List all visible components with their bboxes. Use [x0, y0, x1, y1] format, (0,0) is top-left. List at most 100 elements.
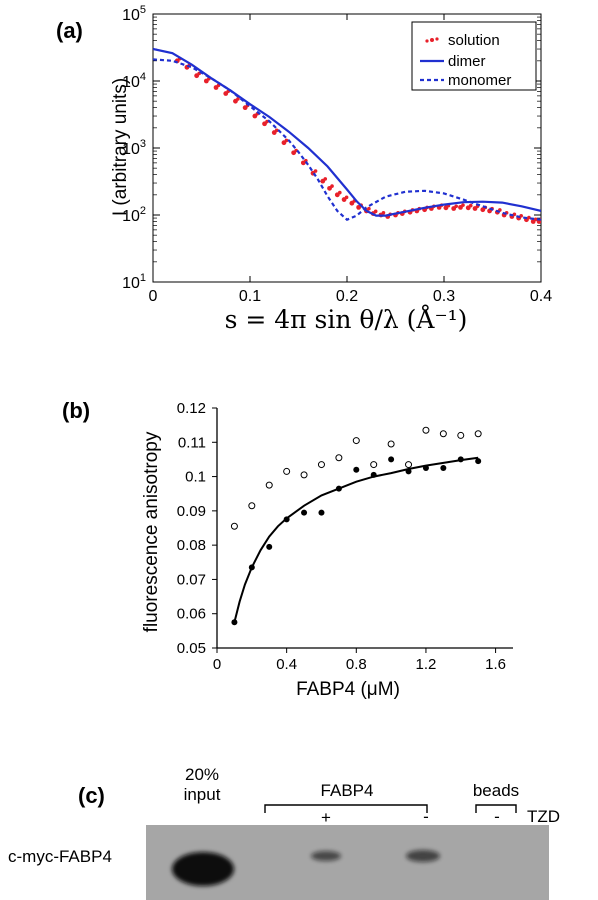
chart-b-x-ticks: 0 0.4 0.8 1.2 1.6	[213, 648, 506, 673]
open-data-point	[387, 440, 395, 448]
solution-data-point	[373, 209, 378, 214]
open-data-point	[457, 431, 465, 439]
solution-data-point	[533, 217, 538, 222]
panel-c-label: (c)	[78, 783, 105, 808]
solution-data-point	[338, 190, 342, 195]
chart-a-y-tick-label: 102	[122, 205, 146, 225]
open-data-point	[335, 454, 343, 462]
solution-data-point	[454, 204, 459, 209]
chart-a-legend: solution dimer monomer	[411, 21, 537, 91]
chart-a-y-ticks: 101 102 103 104 105	[122, 4, 541, 292]
solution-data-point	[461, 203, 465, 207]
chart-a-y-axis-title: I (arbitrary units)	[110, 78, 131, 216]
chart-b-y-tick-label: 0.07	[177, 571, 206, 588]
blot-bands	[172, 850, 440, 886]
panel-a-label: (a)	[56, 18, 83, 43]
open-data-point	[405, 461, 413, 469]
chart-a-series	[153, 47, 541, 224]
fabp4-bracket	[264, 804, 428, 813]
chart-b-x-tick-label: 1.2	[416, 656, 437, 673]
solution-data-point	[344, 195, 349, 200]
solution-data-point	[274, 128, 279, 133]
blot-band	[311, 851, 341, 861]
open-data-point	[265, 481, 273, 489]
chart-b-x-tick-label: 0	[213, 656, 221, 673]
open-data-point	[439, 430, 447, 438]
filled-data-point	[475, 458, 482, 465]
chart-a: 0 0.1 0.2 0.3 0.4 101 102 103 104 105 s = 4π sin…	[110, 4, 552, 334]
filled-data-point	[440, 465, 447, 471]
chart-b-x-axis-title: FABP4 (μM)	[296, 679, 400, 700]
chart-b-y-ticks: 0.05 0.06 0.07 0.08 0.09 0.1 0.11 0.12	[177, 400, 217, 657]
legend-solution-marker-2	[425, 39, 429, 43]
chart-b-y-axis-title: fluorescence anisotropy	[141, 431, 162, 632]
panel-b-label: (b)	[62, 398, 90, 423]
chart-b-y-tick-label: 0.08	[177, 537, 206, 554]
blot-band	[406, 850, 440, 862]
chart-b-x-tick-label: 1.6	[485, 656, 506, 673]
chart-a-x-tick-label: 0	[149, 288, 158, 305]
solution-data-point	[284, 138, 289, 143]
solution-data-point	[512, 212, 517, 217]
chart-b-plot-area	[216, 408, 513, 649]
chart-b-x-tick-label: 0.4	[276, 656, 297, 673]
open-data-point	[474, 430, 482, 438]
chart-b-x-tick-label: 0.8	[346, 656, 367, 673]
chart-a-x-tick-label: 0.2	[336, 288, 358, 305]
solution-data-point	[367, 206, 371, 211]
legend-monomer-label: monomer	[448, 72, 511, 89]
legend-dimer-label: dimer	[448, 53, 486, 70]
solution-data-point	[236, 97, 240, 101]
chart-a-y-tick-label: 105	[122, 4, 146, 24]
chart-a-y-tick-label: 101	[122, 272, 146, 292]
chart-b-y-tick-label: 0.09	[177, 503, 206, 520]
chart-a-x-tick-label: 0.3	[433, 288, 455, 305]
solution-data-point	[330, 184, 334, 188]
filled-data-point	[318, 509, 325, 516]
header-input-percent: 20%	[185, 765, 219, 784]
tzd-label: TZD	[527, 807, 560, 826]
chart-b-y-tick-label: 0.11	[178, 434, 206, 451]
beads-minus-sign: -	[494, 807, 500, 826]
fit-curve	[233, 456, 479, 623]
open-data-point	[248, 502, 256, 510]
solution-data-point	[381, 210, 386, 215]
chart-a-y-tick-label: 104	[122, 71, 146, 91]
dimer-curve	[153, 47, 541, 217]
header-input: input	[184, 785, 221, 804]
monomer-curve	[153, 58, 541, 221]
solution-data-point	[527, 215, 531, 220]
western-blot: 20% input FABP4 beads + - - TZD c-myc-FA…	[8, 765, 560, 900]
chart-b-y-tick-label: 0.12	[177, 400, 206, 417]
chart-a-x-axis-title: s = 4π sin θ/λ (Å⁻¹)	[225, 304, 468, 334]
legend-box	[411, 21, 537, 91]
blot-band	[172, 852, 234, 886]
open-data-point	[422, 426, 430, 434]
filled-data-point	[388, 456, 395, 463]
chart-a-x-tick-label: 0.4	[530, 288, 552, 305]
fabp4-plus-sign: +	[321, 808, 331, 827]
open-data-point	[230, 522, 238, 530]
solution-data-point	[313, 169, 318, 173]
chart-b: 0 0.4 0.8 1.2 1.6 0.05 0.06 0.07 0.08 0.09 0.1 0.1…	[141, 400, 513, 700]
legend-solution-marker	[430, 38, 434, 42]
chart-b-y-tick-label: 0.06	[177, 606, 206, 623]
fabp4-minus-sign: -	[423, 807, 429, 826]
chart-a-y-tick-label: 103	[122, 138, 146, 158]
header-fabp4: FABP4	[321, 781, 374, 800]
solution-data-point	[323, 177, 328, 181]
legend-solution-marker-3	[435, 37, 439, 41]
open-data-point	[317, 461, 325, 469]
filled-data-point	[266, 543, 273, 550]
solution-data-point	[468, 203, 473, 208]
open-data-point	[352, 437, 360, 445]
filled-data-point	[353, 466, 360, 473]
open-data-point	[300, 471, 308, 479]
open-data-point	[370, 461, 378, 469]
beads-bracket	[475, 804, 517, 813]
header-beads: beads	[473, 781, 519, 800]
chart-b-y-tick-label: 0.1	[185, 469, 206, 486]
filled-data-point	[301, 509, 308, 516]
chart-a-x-ticks: 0 0.1 0.2 0.3 0.4	[149, 14, 552, 305]
